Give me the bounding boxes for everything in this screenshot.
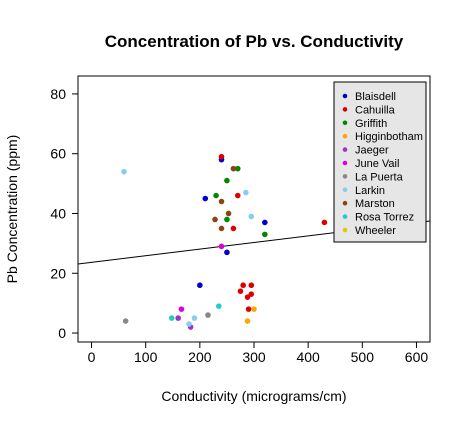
legend-marker <box>343 188 348 193</box>
data-point <box>248 282 254 288</box>
data-point <box>175 315 181 321</box>
data-point <box>202 196 208 202</box>
legend-entry: Griffith <box>355 118 387 130</box>
x-tick-label: 600 <box>405 349 429 365</box>
data-point <box>246 306 252 312</box>
y-tick-label: 60 <box>50 146 66 162</box>
legend-entry: Wheeler <box>355 225 396 237</box>
data-point <box>205 312 211 318</box>
data-point <box>213 193 219 199</box>
data-point <box>179 306 185 312</box>
data-point <box>219 244 225 250</box>
data-point <box>248 214 254 220</box>
x-tick-label: 100 <box>134 349 158 365</box>
data-point <box>219 226 225 232</box>
x-tick-label: 0 <box>88 349 96 365</box>
legend-marker <box>343 161 348 166</box>
data-point <box>226 211 232 217</box>
data-point <box>245 318 251 324</box>
data-point <box>216 303 222 309</box>
legend-entry: Jaeger <box>355 145 389 157</box>
data-point <box>192 315 198 321</box>
data-point <box>231 166 237 172</box>
legend-marker <box>343 121 348 126</box>
data-point <box>224 250 230 256</box>
legend-entry: Blaisdell <box>355 91 396 103</box>
y-tick-label: 0 <box>58 325 66 341</box>
data-point <box>322 220 328 226</box>
legend-entry: Cahuilla <box>355 104 396 116</box>
legend-marker <box>343 214 348 219</box>
data-point <box>224 217 230 223</box>
x-tick-label: 400 <box>296 349 320 365</box>
data-point <box>238 288 244 294</box>
data-point <box>235 193 241 199</box>
legend-entry: June Vail <box>355 158 399 170</box>
data-point <box>251 306 257 312</box>
legend-marker <box>343 134 348 139</box>
data-points <box>121 154 327 330</box>
legend-entry: Higginbotham <box>355 131 423 143</box>
legend-entry: La Puerta <box>355 171 404 183</box>
data-point <box>245 294 251 300</box>
legend-marker <box>343 228 348 233</box>
x-tick-label: 200 <box>188 349 212 365</box>
x-tick-label: 300 <box>242 349 266 365</box>
y-axis-label: Pb Concentration (ppm) <box>4 135 20 284</box>
x-tick-label: 500 <box>351 349 375 365</box>
data-point <box>123 318 129 324</box>
data-point <box>169 315 175 321</box>
data-point <box>219 154 225 160</box>
y-tick-label: 20 <box>50 265 66 281</box>
data-point <box>240 282 246 288</box>
y-tick-label: 40 <box>50 205 66 221</box>
legend-marker <box>343 201 348 206</box>
data-point <box>186 321 192 327</box>
y-axis: 0 20 40 60 80 <box>50 86 78 341</box>
legend-marker <box>343 94 348 99</box>
data-point <box>243 190 249 196</box>
data-point <box>231 226 237 232</box>
x-axis-label: Conductivity (micrograms/cm) <box>161 388 346 404</box>
legend-marker <box>343 147 348 152</box>
data-point <box>219 199 225 205</box>
x-axis: 0 100 200 300 400 500 600 <box>88 342 429 365</box>
legend-marker <box>343 107 348 112</box>
data-point <box>197 282 203 288</box>
legend-entry: Larkin <box>355 185 385 197</box>
legend-marker <box>343 174 348 179</box>
data-point <box>262 232 268 238</box>
data-point <box>212 217 218 223</box>
y-tick-label: 80 <box>50 86 66 102</box>
data-point <box>262 220 268 226</box>
legend-entry: Rosa Torrez <box>355 212 414 224</box>
data-point <box>121 169 127 175</box>
data-point <box>224 178 230 184</box>
legend-entry: Marston <box>355 198 395 210</box>
chart-title: Concentration of Pb vs. Conductivity <box>105 32 404 51</box>
